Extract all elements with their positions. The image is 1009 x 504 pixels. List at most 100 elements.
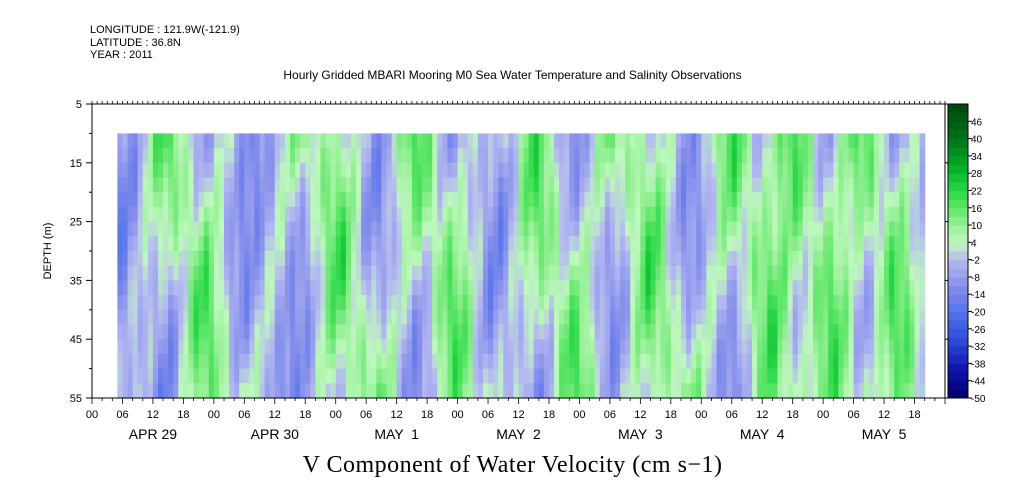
heatmap-cell: [914, 148, 921, 164]
heatmap-cell: [315, 206, 322, 223]
heatmap-cell: [325, 192, 332, 208]
heatmap-cell: [554, 236, 560, 252]
heatmap-cell: [122, 236, 129, 252]
heatmap-cell: [310, 368, 317, 384]
heatmap-cell: [518, 265, 525, 281]
heatmap-cell: [919, 353, 926, 370]
heatmap-cell: [198, 162, 205, 179]
heatmap-cell: [579, 133, 586, 149]
heatmap-cell: [711, 177, 718, 193]
heatmap-cell: [249, 280, 256, 296]
heatmap-cell: [290, 265, 296, 281]
heatmap-cell: [543, 265, 550, 281]
heatmap-cell: [559, 206, 565, 223]
heatmap-cell: [432, 353, 438, 370]
y-tick-label: 25: [70, 217, 82, 229]
heatmap-cell: [878, 295, 885, 311]
heatmap-cell: [391, 368, 398, 384]
heatmap-cell: [213, 368, 220, 384]
heatmap-cell: [716, 162, 723, 179]
heatmap-cell: [919, 324, 926, 340]
heatmap-cell: [178, 177, 184, 193]
heatmap-cell: [259, 162, 266, 179]
heatmap-cell: [843, 295, 850, 311]
heatmap-cell: [899, 177, 905, 193]
heatmap-cell: [335, 221, 342, 237]
heatmap-cell: [330, 383, 337, 399]
heatmap-cell: [843, 251, 850, 267]
heatmap-cell: [772, 206, 779, 223]
heatmap-cell: [203, 383, 210, 399]
heatmap-cell: [244, 177, 250, 193]
heatmap-cell: [680, 162, 687, 179]
heatmap-cell: [792, 353, 799, 370]
heatmap-cell: [777, 309, 784, 326]
heatmap-cell: [823, 148, 829, 164]
heatmap-cell: [884, 339, 890, 355]
heatmap-cell: [584, 236, 591, 252]
heatmap-cell: [802, 280, 809, 296]
heatmap-cell: [234, 236, 240, 252]
heatmap-cell: [457, 324, 464, 340]
heatmap-cell: [919, 339, 926, 355]
heatmap-cell: [152, 148, 159, 164]
longitude-label: LONGITUDE : 121.9W(-121.9): [90, 24, 240, 36]
heatmap-cell: [660, 368, 667, 384]
heatmap-cell: [533, 251, 540, 267]
heatmap-cell: [203, 339, 210, 355]
heatmap-cell: [345, 265, 352, 281]
heatmap-cell: [234, 206, 240, 223]
heatmap-cell: [427, 221, 433, 237]
heatmap-cell: [305, 251, 311, 267]
heatmap-cell: [812, 280, 819, 296]
heatmap-cell: [432, 221, 438, 237]
heatmap-cell: [366, 206, 372, 223]
heatmap-cell: [493, 148, 499, 164]
heatmap-cell: [746, 265, 753, 281]
heatmap-cell: [356, 192, 362, 208]
heatmap-cell: [284, 206, 291, 223]
heatmap-cell: [259, 339, 266, 355]
heatmap-cell: [422, 265, 428, 281]
heatmap-cell: [305, 339, 311, 355]
heatmap-cell: [269, 383, 276, 399]
heatmap-cell: [899, 236, 905, 252]
heatmap-cell: [229, 295, 235, 311]
heatmap-cell: [259, 368, 266, 384]
heatmap-cell: [203, 251, 210, 267]
heatmap-cell: [356, 148, 362, 164]
heatmap-cell: [554, 265, 560, 281]
colorbar-frame: [947, 103, 969, 399]
heatmap-cell: [503, 162, 509, 179]
heatmap-cell: [746, 368, 753, 384]
heatmap-cell: [488, 353, 494, 370]
heatmap-cell: [878, 368, 885, 384]
heatmap-cell: [401, 309, 408, 326]
heatmap-cell: [767, 206, 773, 223]
heatmap-cell: [117, 236, 124, 252]
heatmap-cell: [163, 177, 169, 193]
heatmap-cell: [579, 162, 586, 179]
heatmap-cell: [889, 162, 895, 179]
heatmap-cell: [147, 280, 154, 296]
heatmap-cell: [168, 280, 174, 296]
heatmap-cell: [777, 221, 784, 237]
heatmap-cell: [919, 295, 926, 311]
heatmap-cell: [137, 280, 144, 296]
heatmap-cell: [427, 133, 433, 149]
heatmap-cell: [381, 236, 388, 252]
heatmap-cell: [340, 206, 347, 223]
heatmap-cell: [224, 309, 230, 326]
heatmap-cell: [371, 353, 377, 370]
heatmap-cell: [579, 309, 586, 326]
heatmap-cell: [660, 251, 667, 267]
heatmap-cell: [432, 265, 438, 281]
heatmap-cell: [564, 353, 570, 370]
heatmap-cell: [406, 324, 413, 340]
heatmap-cell: [894, 206, 900, 223]
heatmap-cell: [366, 192, 372, 208]
heatmap-cell: [574, 383, 581, 399]
heatmap-cell: [741, 148, 748, 164]
heatmap-cell: [350, 192, 357, 208]
heatmap-cell: [218, 236, 225, 252]
